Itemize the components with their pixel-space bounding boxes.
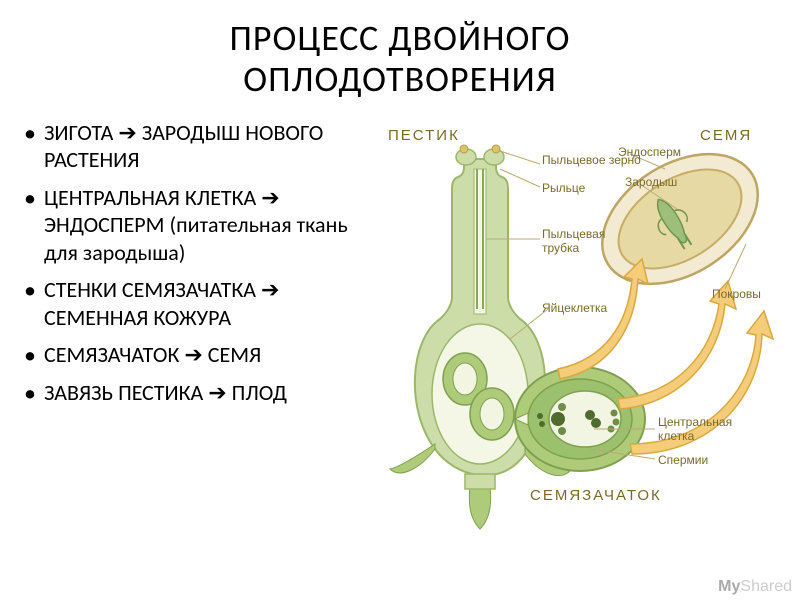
bullet-item: ЗИГОТА ➔ ЗАРОДЫШ НОВОГО РАСТЕНИЯ	[20, 119, 380, 174]
content-row: ЗИГОТА ➔ ЗАРОДЫШ НОВОГО РАСТЕНИЯ ЦЕНТРАЛ…	[0, 109, 800, 539]
ovule-detail	[515, 367, 645, 471]
label-endosperm: Эндосперм	[618, 145, 681, 159]
watermark: MyShared	[718, 578, 792, 596]
label-seed: СЕМЯ	[700, 127, 752, 144]
label-sperm: Спермии	[658, 453, 708, 467]
bullet-item: СЕМЯЗАЧАТОК ➔ СЕМЯ	[20, 341, 380, 369]
label-stigma: Рыльце	[542, 181, 585, 195]
bullet-item: ЦЕНТРАЛЬНАЯ КЛЕТКА ➔ ЭНДОСПЕРМ (питатель…	[20, 184, 380, 267]
bullet-item: СТЕНКИ СЕМЯЗАЧАТКА ➔ СЕМЕННАЯ КОЖУРА	[20, 276, 380, 331]
label-central-cell: Центральнаяклетка	[658, 415, 732, 443]
bullet-list: ЗИГОТА ➔ ЗАРОДЫШ НОВОГО РАСТЕНИЯ ЦЕНТРАЛ…	[20, 109, 380, 539]
bullet-item: ЗАВЯЗЬ ПЕСТИКА ➔ ПЛОД	[20, 379, 380, 407]
label-pollen-tube: Пыльцеваятрубка	[542, 227, 605, 255]
label-ovule: СЕМЯЗАЧАТОК	[530, 487, 662, 504]
label-pistil: ПЕСТИК	[388, 127, 460, 144]
diagram: ПЕСТИК СЕМЯ СЕМЯЗАЧАТОК Пыльцевое зерно.…	[380, 109, 780, 539]
page-title: ПРОЦЕСС ДВОЙНОГО ОПЛОДОТВОРЕНИЯ	[0, 0, 800, 109]
label-egg-cell: Яйцеклетка	[542, 301, 607, 315]
pistil-shape	[390, 145, 570, 529]
title-line-2: ОПЛОДОТВОРЕНИЯ	[243, 57, 556, 101]
title-line-1: ПРОЦЕСС ДВОЙНОГО	[230, 16, 571, 60]
label-integuments: Покровы	[712, 287, 761, 301]
label-embryo: Зародыш	[625, 175, 677, 189]
